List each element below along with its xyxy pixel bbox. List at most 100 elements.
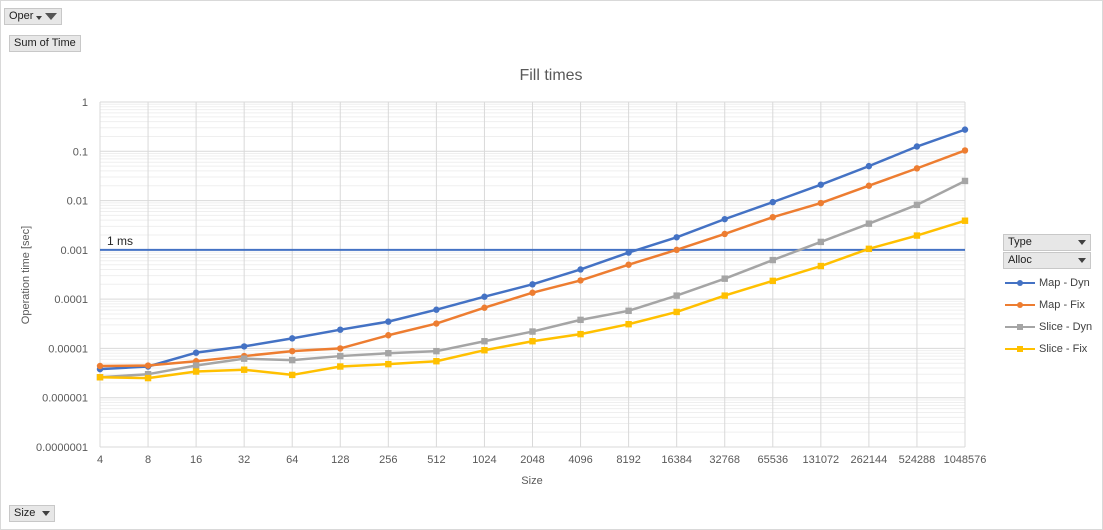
y-tick-label: 0.001 [60, 245, 88, 257]
x-tick-label: 65536 [757, 454, 788, 466]
legend-swatch [1005, 300, 1035, 310]
data-point [385, 332, 392, 339]
series-slice-dyn [96, 177, 969, 381]
legend-marker [1017, 346, 1023, 352]
data-point [673, 246, 680, 254]
axis-tick-labels: 1 0.1 0.01 0.001 0.0001 0.00001 0.000001 0.0000… [36, 97, 986, 466]
sum-of-time-label: Sum of Time [14, 37, 76, 49]
data-point [433, 347, 440, 355]
data-point [192, 362, 200, 369]
data-point [769, 277, 776, 285]
data-point [625, 261, 632, 268]
data-point [865, 182, 873, 189]
gridlines [99, 101, 966, 448]
data-point [289, 371, 296, 379]
legend-marker [1017, 280, 1023, 286]
x-tick-label: 1024 [472, 454, 496, 466]
data-point [529, 281, 536, 288]
x-tick-label: 32768 [709, 454, 740, 466]
x-tick-label: 16384 [661, 454, 692, 466]
data-point [721, 292, 728, 299]
legend-marker [1017, 302, 1023, 308]
data-point [961, 126, 969, 133]
data-point [433, 358, 440, 365]
data-point [817, 262, 825, 270]
data-point [673, 292, 680, 299]
chart-title: Fill times [519, 67, 582, 84]
data-point [913, 143, 921, 150]
series-layer [96, 126, 969, 382]
y-tick-label: 1 [82, 97, 88, 109]
data-point [481, 338, 488, 345]
legend-label: Map - Fix [1039, 299, 1085, 311]
series-map-dyn [96, 126, 969, 373]
x-tick-label: 524288 [899, 454, 936, 466]
legend-item: Slice - Dyn [1005, 316, 1100, 338]
data-point [721, 215, 728, 223]
x-tick-label: 8 [145, 454, 151, 466]
data-point [289, 356, 296, 364]
x-tick-label: 4096 [568, 454, 592, 466]
legend-swatch [1005, 278, 1035, 288]
x-tick-label: 32 [238, 454, 250, 466]
data-point [144, 374, 152, 382]
x-tick-label: 4 [97, 454, 103, 466]
data-point [385, 350, 392, 357]
legend: Map - Dyn Map - Fix Slice - Dyn Slice - Fix [1005, 272, 1100, 360]
data-point [961, 147, 969, 154]
data-point [961, 177, 969, 185]
data-point [289, 347, 296, 355]
dropdown-icon [1078, 240, 1086, 245]
data-point [577, 330, 584, 338]
data-point [529, 338, 536, 345]
y-tick-label: 0.000001 [42, 393, 88, 405]
y-tick-label: 0.0000001 [36, 442, 88, 454]
x-tick-label: 16 [190, 454, 202, 466]
data-point [240, 355, 248, 362]
series-slice-fix [96, 217, 969, 382]
x-tick-label: 512 [427, 454, 445, 466]
y-tick-label: 0.01 [67, 196, 88, 208]
x-tick-label: 2048 [520, 454, 544, 466]
data-point [337, 345, 344, 352]
alloc-field-button[interactable]: Alloc [1003, 252, 1091, 269]
data-point [192, 349, 200, 356]
data-point [865, 245, 873, 253]
data-point [385, 318, 392, 325]
data-point [673, 234, 680, 241]
alloc-field-label: Alloc [1008, 254, 1032, 266]
data-point [913, 232, 921, 239]
data-point [385, 360, 392, 368]
filter-funnel-icon [45, 13, 58, 20]
data-point [865, 220, 873, 227]
data-point [913, 165, 921, 172]
data-point [433, 320, 440, 327]
x-tick-label: 128 [331, 454, 349, 466]
legend-label: Map - Dyn [1039, 277, 1090, 289]
dropdown-icon [1078, 258, 1086, 263]
data-point [481, 293, 488, 300]
data-point [529, 289, 536, 296]
y-axis-title: Operation time [sec] [20, 226, 32, 324]
x-tick-label: 131072 [802, 454, 839, 466]
legend-swatch [1005, 344, 1035, 354]
y-tick-label: 0.0001 [54, 294, 88, 306]
data-point [769, 198, 776, 206]
data-point [577, 316, 584, 324]
data-point [769, 213, 776, 221]
data-point [481, 347, 488, 354]
legend-label: Slice - Fix [1039, 343, 1088, 355]
sum-of-time-button[interactable]: Sum of Time [9, 35, 81, 52]
dropdown-icon [36, 16, 43, 20]
data-point [192, 368, 200, 375]
reference-line-label: 1 ms [107, 234, 133, 248]
data-point [337, 363, 344, 370]
type-field-button[interactable]: Type [1003, 234, 1091, 251]
data-point [913, 201, 921, 209]
data-point [96, 374, 104, 381]
size-axis-button[interactable]: Size [9, 505, 56, 522]
oper-filter-button[interactable]: Oper [4, 8, 63, 25]
y-tick-label: 0.1 [73, 146, 88, 158]
y-tick-label: 0.00001 [48, 343, 88, 355]
